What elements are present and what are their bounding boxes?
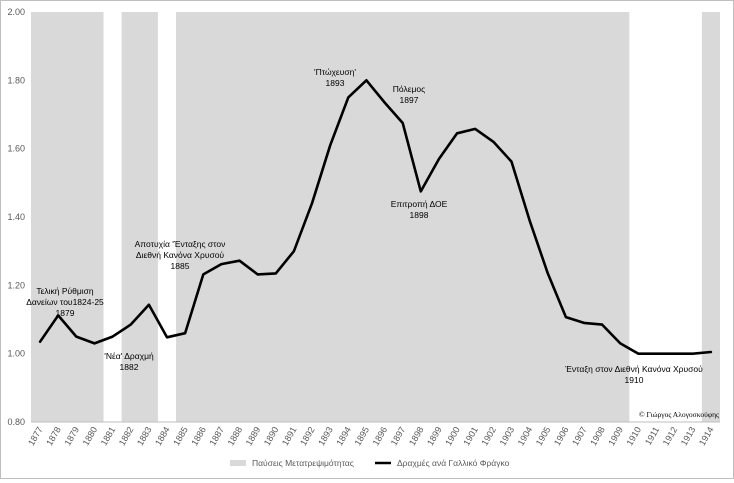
- shaded-period-0: [31, 12, 104, 422]
- x-tick-label: 1892: [298, 425, 317, 447]
- x-tick-label: 1890: [262, 425, 281, 447]
- x-tick-label: 1896: [371, 425, 390, 447]
- annotation-a1885: 1885: [171, 261, 190, 271]
- x-tick-label: 1913: [679, 425, 698, 447]
- series-layer: [38, 79, 713, 356]
- legend-swatch-shaded: [230, 460, 246, 466]
- y-tick-label: 0.80: [7, 417, 25, 427]
- y-tick-label: 1.40: [7, 212, 25, 222]
- legend: Παύσεις Μετατρεψιμότητας Δραχμές ανά Γαλ…: [230, 458, 510, 468]
- x-tick-label: 1899: [425, 425, 444, 447]
- x-tick-label: 1885: [171, 425, 190, 447]
- x-tick-label: 1912: [661, 425, 680, 447]
- x-tick-label: 1886: [189, 425, 208, 447]
- legend-label-line: Δραχμές ανά Γαλλικό Φράγκο: [397, 458, 510, 468]
- x-tick-label: 1883: [135, 425, 154, 447]
- annotation-a1893: 1893: [326, 78, 345, 88]
- x-tick-label: 1904: [516, 425, 535, 447]
- annotation-a1897: 1897: [400, 95, 419, 105]
- annotation-a1898: Επιτροπή ΔΟΕ: [391, 199, 448, 209]
- shaded-periods-layer: [31, 12, 720, 422]
- x-tick-label: 1888: [226, 425, 245, 447]
- x-tick-label: 1882: [117, 425, 136, 447]
- x-tick-label: 1910: [624, 425, 643, 447]
- y-tick-label: 1.60: [7, 144, 25, 154]
- annotation-a1879: Δανείων του1824-25: [26, 297, 104, 307]
- shaded-period-3: [701, 12, 720, 422]
- x-tick-label: 1914: [697, 425, 716, 447]
- x-tick-label: 1895: [352, 425, 371, 447]
- legend-label-shaded: Παύσεις Μετατρεψιμότητας: [252, 458, 354, 468]
- x-axis: 1877 1878 1879 1880 1881 1882 1883 1884 1885 1886…: [26, 421, 720, 447]
- y-tick-label: 1.20: [7, 280, 25, 290]
- x-tick-label: 1887: [207, 425, 226, 447]
- x-tick-label: 1900: [443, 425, 462, 447]
- x-tick-label: 1902: [479, 425, 498, 447]
- y-tick-label: 2.00: [7, 7, 25, 17]
- x-tick-label: 1889: [244, 425, 263, 447]
- annotation-a1885: Αποτυχία 'Ένταξης στον: [135, 239, 226, 249]
- annotation-a1898: 1898: [410, 210, 429, 220]
- annotation-a1882: 'Νέα' Δραχμή: [104, 351, 154, 361]
- x-tick-label: 1906: [552, 425, 571, 447]
- annotation-a1879: Τελική Ρύθμιση: [36, 286, 94, 296]
- x-tick-label: 1911: [643, 425, 661, 447]
- x-tick-label: 1908: [588, 425, 607, 447]
- y-tick-label: 1.80: [7, 75, 25, 85]
- x-tick-label: 1903: [498, 425, 517, 447]
- x-tick-label: 1898: [407, 425, 426, 447]
- annotation-a1910: 1910: [625, 375, 644, 385]
- y-tick-label: 1.00: [7, 349, 25, 359]
- x-tick-label: 1893: [316, 425, 335, 447]
- series-line-0: [38, 79, 713, 356]
- y-axis: 2.00 1.80 1.60 1.40 1.20 1.00 0.80: [7, 7, 25, 427]
- credit-text: © Γιώργος Αλογοσκούφης: [639, 410, 719, 419]
- x-tick-label: 1884: [153, 425, 172, 447]
- x-tick-label: 1891: [280, 425, 299, 447]
- shaded-period-1: [121, 12, 158, 422]
- x-tick-label: 1907: [570, 425, 589, 447]
- x-tick-label: 1881: [99, 425, 118, 447]
- annotation-a1910: Ένταξη στον Διεθνή Κανόνα Χρυσού: [564, 364, 703, 374]
- x-tick-label: 1880: [81, 425, 100, 447]
- x-tick-label: 1878: [44, 425, 63, 447]
- annotation-a1879: 1879: [56, 308, 75, 318]
- annotation-a1893: 'Πτώχευση': [314, 67, 356, 77]
- x-tick-label: 1879: [62, 425, 81, 447]
- annotation-a1882: 1882: [120, 362, 139, 372]
- annotation-a1885: Διεθνή Κανόνα Χρυσού: [136, 250, 225, 260]
- x-tick-label: 1877: [26, 425, 45, 447]
- shaded-period-2: [176, 12, 630, 422]
- annotation-a1897: Πόλεμος: [393, 84, 425, 94]
- x-tick-label: 1897: [389, 425, 408, 447]
- x-tick-label: 1909: [606, 425, 625, 447]
- x-tick-label: 1901: [461, 425, 480, 447]
- x-tick-label: 1894: [334, 425, 353, 447]
- x-tick-label: 1905: [534, 425, 553, 447]
